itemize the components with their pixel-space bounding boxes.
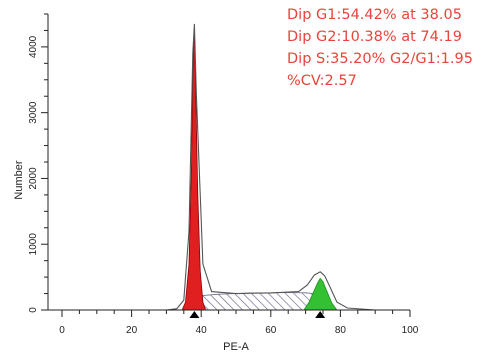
y-tick-label: 0 <box>28 307 39 313</box>
x-tick-label: 100 <box>402 325 419 336</box>
g1-peak-area <box>181 27 207 311</box>
x-tick-label: 0 <box>59 325 65 336</box>
g1-stat: Dip G1:54.42% at 38.05 <box>287 7 462 23</box>
g2-stat: Dip G2:10.38% at 74.19 <box>287 29 462 45</box>
x-tick-label: 20 <box>126 325 138 336</box>
x-tick-label: 60 <box>265 325 277 336</box>
x-tick-label: 40 <box>196 325 208 336</box>
plot-area <box>166 23 410 311</box>
s-phase-area <box>193 292 321 311</box>
y-tick-label: 2000 <box>28 167 39 190</box>
statistics-panel: Dip G1:54.42% at 38.05 Dip G2:10.38% at … <box>287 4 473 92</box>
peak-marker <box>189 311 200 318</box>
y-tick-label: 4000 <box>28 35 39 58</box>
peak-marker <box>315 311 326 318</box>
x-axis-title: PE-A <box>223 341 249 353</box>
s-phase-stat: Dip S:35.20% G2/G1:1.95 <box>287 51 473 67</box>
y-axis-title: Number <box>13 160 25 199</box>
x-tick-label: 80 <box>335 325 347 336</box>
cv-stat: %CV:2.57 <box>287 73 357 89</box>
histogram-outline <box>166 23 410 311</box>
y-tick-label: 1000 <box>28 233 39 256</box>
y-tick-label: 3000 <box>28 101 39 124</box>
